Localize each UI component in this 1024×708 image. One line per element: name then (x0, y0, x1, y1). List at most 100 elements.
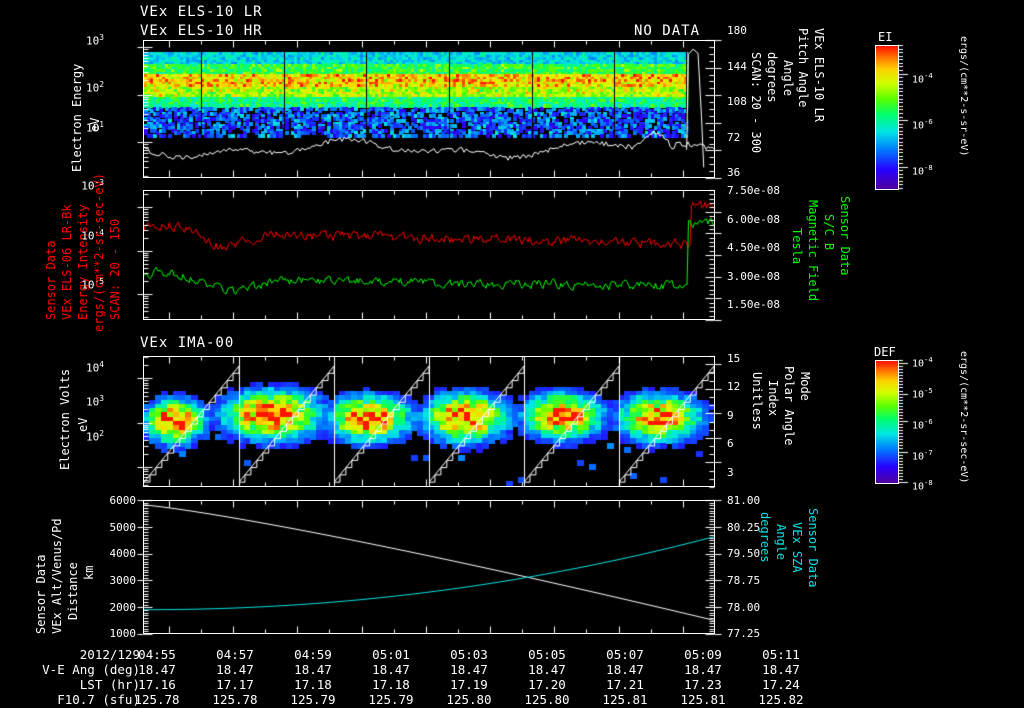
panel3-rtick-2: 9 (727, 409, 734, 422)
colorbar-ei-tick-1: 10-6 (912, 117, 933, 132)
axis-table-cell: 05:09 (684, 647, 722, 662)
panel2-ytick-2: 10-5 (81, 277, 104, 292)
panel3-rtick-3: 6 (727, 437, 734, 450)
panel4-llabel-1: Sensor Data (34, 554, 48, 634)
panel2-llabel-1: Sensor Data (44, 240, 58, 320)
panel1-rlabel-5: SCAN: 20 - 300 (749, 52, 763, 154)
panel4-rtick-1: 80.25 (727, 521, 761, 534)
panel4-ytick-3: 3000 (109, 574, 137, 587)
axis-table-cell: 04:55 (138, 647, 176, 662)
axis-table-cell: 05:07 (606, 647, 644, 662)
axis-table-cell: 125.82 (758, 692, 804, 707)
panel2-llabel-4: ergs/(cm**2-sr-sec-eV) (92, 173, 106, 332)
panel1-rtick-3: 72 (727, 131, 741, 144)
panel4-rlabel-1: Sensor Data (806, 508, 820, 588)
panel2-rlabel-2: S/C B (822, 214, 836, 251)
colorbar-def-tick-0: 10-4 (912, 355, 933, 370)
axis-table-cell: 125.78 (134, 692, 180, 707)
axis-table-cell: 17.18 (372, 677, 410, 692)
axis-table-cell: 18.47 (372, 662, 410, 677)
axis-table-cell: 17.17 (216, 677, 254, 692)
axis-table-cell: 17.23 (684, 677, 722, 692)
panel1-rlabel-3: Angle (781, 60, 795, 97)
axis-table-row-label-3: F10.7 (sfu) (57, 692, 140, 707)
axis-table-cell: 05:03 (450, 647, 488, 662)
axis-table-cell: 125.79 (368, 692, 414, 707)
panel2-rtick-2: 4.50e-08 (727, 241, 780, 254)
panel1-rtick-1: 144 (727, 60, 747, 73)
panel4-ytick-0: 6000 (109, 494, 137, 507)
panel3-ytick-1: 103 (85, 394, 104, 409)
panel2-rtick-1: 6.00e-08 (727, 213, 780, 226)
panel1-ytick-2: 101 (85, 120, 104, 135)
colorbar-def-tick-2: 10-6 (912, 417, 933, 432)
panel4-rtick-2: 79.50 (727, 547, 761, 560)
panel1-rtick-0: 180 (727, 24, 747, 37)
panel2-llabel-5: SCAN: 20 - 150 (108, 218, 122, 320)
colorbar-ei-ticks (898, 40, 914, 195)
panel4-llabel-2: VEx Alt/Venus/Pd (50, 518, 64, 634)
panel4-ytick-4: 2000 (109, 601, 137, 614)
panel4-rlabel-4: degrees (758, 512, 772, 563)
panel1-axis-ticks (110, 30, 750, 190)
panel3-rtick-4: 3 (727, 466, 734, 479)
panel1-rlabel-1: Pitch Angle (796, 28, 810, 108)
panel2-ytick-1: 10-4 (81, 228, 104, 243)
axis-table-row-label-0: 2012/129 (79, 647, 140, 662)
axis-table-cell: 18.47 (762, 662, 800, 677)
panel3-ytick-2: 102 (85, 429, 104, 444)
panel2-axis-ticks (110, 180, 750, 332)
panel2-rtick-3: 3.00e-08 (727, 270, 780, 283)
colorbar-def-units: ergs/(cm**2-sr-sec-eV) (958, 351, 969, 484)
panel4-axis-ticks (110, 490, 750, 646)
panel4-ytick-1: 5000 (109, 521, 137, 534)
panel4-rtick-3: 78.75 (727, 574, 761, 587)
axis-table-cell: 17.19 (450, 677, 488, 692)
axis-table-row-label-2: LST (hr) (79, 677, 140, 692)
colorbar-def-tick-1: 10-5 (912, 386, 933, 401)
axis-table-cell: 18.47 (684, 662, 722, 677)
axis-table-cell: 17.16 (138, 677, 176, 692)
panel3-ytick-0: 104 (85, 360, 104, 375)
panel3-rlabel-2: Polar Angle (782, 366, 796, 446)
axis-table-row-label-1: V-E Ang (deg) (42, 662, 140, 677)
panel2-llabel-3: Energy Intensity (76, 204, 90, 320)
axis-table-cell: 17.20 (528, 677, 566, 692)
axis-table-cell: 18.47 (450, 662, 488, 677)
panel2-rlabel-1: Sensor Data (838, 196, 852, 276)
panel4-llabel-4: km (82, 565, 96, 580)
panel3-rlabel-1: Mode (798, 372, 812, 401)
colorbar-ei-title: EI (878, 30, 893, 44)
panel2-rlabel-3: Magnetic Field (806, 200, 820, 302)
axis-table-cell: 17.21 (606, 677, 644, 692)
axis-table-cell: 18.47 (216, 662, 254, 677)
panel1-ytick-0: 103 (85, 33, 104, 48)
panel3-rlabel-3: Index (766, 380, 780, 417)
panel3-rlabel-4: Unitless (750, 372, 764, 430)
panel1-title-lr: VEx ELS-10 LR (140, 4, 263, 20)
axis-table-cell: 05:01 (372, 647, 410, 662)
axis-table-cell: 17.18 (294, 677, 332, 692)
panel4-llabel-3: Distance (66, 562, 80, 620)
panel2-rtick-4: 1.50e-08 (727, 298, 780, 311)
panel1-rlabel-4: degrees (765, 52, 779, 103)
colorbar-ei-tick-2: 10-8 (912, 163, 933, 178)
axis-table-cell: 04:57 (216, 647, 254, 662)
axis-table-cell: 125.81 (602, 692, 648, 707)
axis-table-cell: 125.80 (446, 692, 492, 707)
colorbar-def-tick-3: 10-7 (912, 448, 933, 463)
colorbar-def (875, 360, 899, 484)
panel2-rtick-0: 7.50e-08 (727, 184, 780, 197)
axis-table-cell: 17.24 (762, 677, 800, 692)
panel4-rtick-5: 77.25 (727, 627, 761, 640)
panel1-rtick-4: 36 (727, 166, 741, 179)
axis-table-cell: 05:11 (762, 647, 800, 662)
panel3-rtick-0: 15 (727, 352, 741, 365)
colorbar-ei (875, 45, 899, 190)
panel4-rlabel-2: VEx SZA (790, 522, 804, 573)
axis-table-cell: 18.47 (606, 662, 644, 677)
panel1-ylabel: Electron Energy (70, 63, 84, 172)
panel4-ytick-5: 1000 (109, 627, 137, 640)
panel4-ytick-2: 4000 (109, 547, 137, 560)
